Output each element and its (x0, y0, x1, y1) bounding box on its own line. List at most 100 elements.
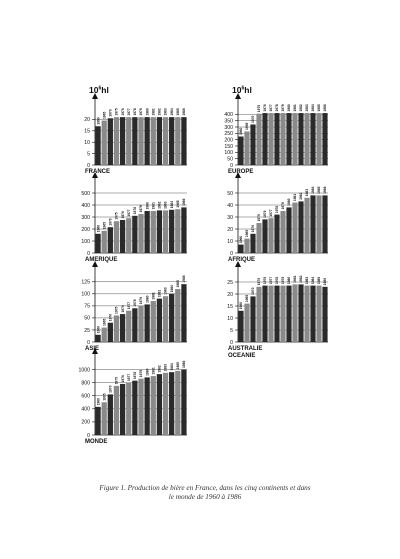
bar-year-label: 1983 (164, 287, 168, 295)
bar-1976 (119, 314, 126, 342)
y-tick-label: 5 (230, 328, 233, 334)
bar-1960 (95, 406, 101, 435)
figure-caption-line1: Figure 1. Production de bière en France,… (99, 484, 311, 492)
bar-year-label: 1983 (164, 364, 168, 372)
y-tick-label: 75 (84, 304, 90, 310)
bar-year-label: 1985 (176, 200, 180, 208)
bar-1984 (169, 117, 175, 165)
bar-1986 (181, 284, 187, 342)
bar-year-label: 1975 (257, 105, 261, 113)
y-tick-label: 100 (81, 239, 90, 245)
bar-1978 (274, 214, 280, 253)
bar-year-label: 1978 (133, 207, 137, 215)
bar-1970 (107, 227, 113, 253)
bar-year-label: 1965 (245, 295, 249, 303)
bar-year-label: 1970 (251, 115, 255, 123)
bar-1976 (262, 113, 268, 165)
bar-year-label: 1965 (102, 393, 106, 401)
bar-year-label: 1980 (287, 104, 291, 112)
bar-year-label: 1977 (127, 374, 131, 382)
bar-year-label: 1981 (151, 108, 155, 116)
bar-year-label: 1985 (317, 186, 321, 194)
bar-year-label: 1979 (281, 104, 285, 112)
bar-year-label: 1960 (96, 225, 100, 233)
y-tick-label: 40 (227, 203, 233, 209)
bar-year-label: 1979 (281, 277, 285, 285)
bar-year-label: 1980 (145, 295, 149, 303)
panel-label: AUSTRALIE (228, 346, 262, 352)
bar-1984 (310, 195, 316, 253)
panel-label: FRANCE (85, 169, 110, 175)
y-tick-label: 0 (230, 163, 233, 169)
bar-year-label: 1980 (287, 198, 291, 206)
bar-1960 (238, 244, 244, 253)
bar-year-label: 1970 (109, 385, 113, 393)
y-tick-label: 100 (81, 292, 90, 298)
y-axis-arrow (92, 261, 98, 267)
bar-year-label: 1965 (102, 112, 106, 120)
unit-base: 10 (232, 85, 242, 95)
bar-1981 (150, 211, 156, 253)
bar-1960 (95, 334, 101, 342)
bar-year-label: 1970 (251, 225, 255, 233)
bar-1970 (107, 322, 113, 342)
bar-year-label: 1978 (275, 277, 279, 285)
bar-year-label: 1980 (145, 202, 149, 210)
bar-1976 (262, 285, 268, 342)
bar-1960 (95, 126, 101, 165)
bar-1983 (162, 296, 169, 342)
bar-1980 (144, 304, 150, 342)
bar-1985 (175, 209, 181, 253)
bar-year-label: 1977 (127, 302, 131, 310)
bar-year-label: 1985 (317, 277, 321, 285)
bar-1986 (181, 369, 187, 435)
bar-year-label: 1979 (139, 297, 143, 305)
bar-year-label: 1981 (293, 104, 297, 112)
bar-1979 (138, 305, 144, 342)
bar-1965 (101, 120, 107, 165)
bar-year-label: 1976 (121, 375, 125, 383)
y-tick-label: 0 (87, 251, 90, 257)
bar-year-label: 1980 (145, 108, 149, 116)
unit-label-1: 106hl (232, 85, 252, 95)
bar-1981 (150, 376, 156, 435)
panel-label: MONDE (85, 439, 107, 445)
bar-year-label: 1970 (109, 314, 113, 322)
bar-1981 (292, 113, 298, 165)
bar-1978 (274, 113, 280, 165)
bar-year-label: 1984 (170, 201, 174, 209)
y-tick-label: 200 (224, 137, 233, 143)
figure-caption-line2: le monde de 1960 à 1986 (168, 493, 242, 501)
bar-year-label: 1984 (170, 108, 174, 116)
bar-1977 (126, 117, 132, 165)
bar-year-label: 1981 (293, 275, 297, 283)
bar-year-label: 1977 (269, 209, 273, 217)
panel-label: AFRIQUE (228, 257, 255, 263)
bar-year-label: 1984 (311, 277, 315, 285)
bar-year-label: 1982 (299, 275, 303, 283)
bar-1975 (256, 286, 262, 342)
bar-year-label: 1980 (287, 277, 291, 285)
panel-label: AMERIQUE (85, 257, 117, 263)
bar-1986 (322, 195, 328, 253)
y-tick-label: 100 (224, 150, 233, 156)
y-tick-label: 5 (87, 151, 90, 157)
bar-1982 (156, 117, 163, 165)
bar-year-label: 1976 (121, 211, 125, 219)
bar-1983 (162, 117, 169, 165)
unit-base: 10 (89, 85, 99, 95)
bar-year-label: 1976 (263, 277, 267, 285)
bar-year-label: 1985 (176, 362, 180, 370)
bar-year-label: 1983 (164, 201, 168, 209)
bar-year-label: 1986 (323, 278, 327, 286)
y-tick-label: 0 (87, 163, 90, 169)
bar-year-label: 1986 (182, 108, 186, 116)
bar-1977 (268, 218, 274, 253)
unit-suffix: hl (101, 85, 109, 95)
bar-year-label: 1965 (102, 222, 106, 230)
bar-year-label: 1984 (311, 104, 315, 112)
bar-year-label: 1979 (281, 202, 285, 210)
